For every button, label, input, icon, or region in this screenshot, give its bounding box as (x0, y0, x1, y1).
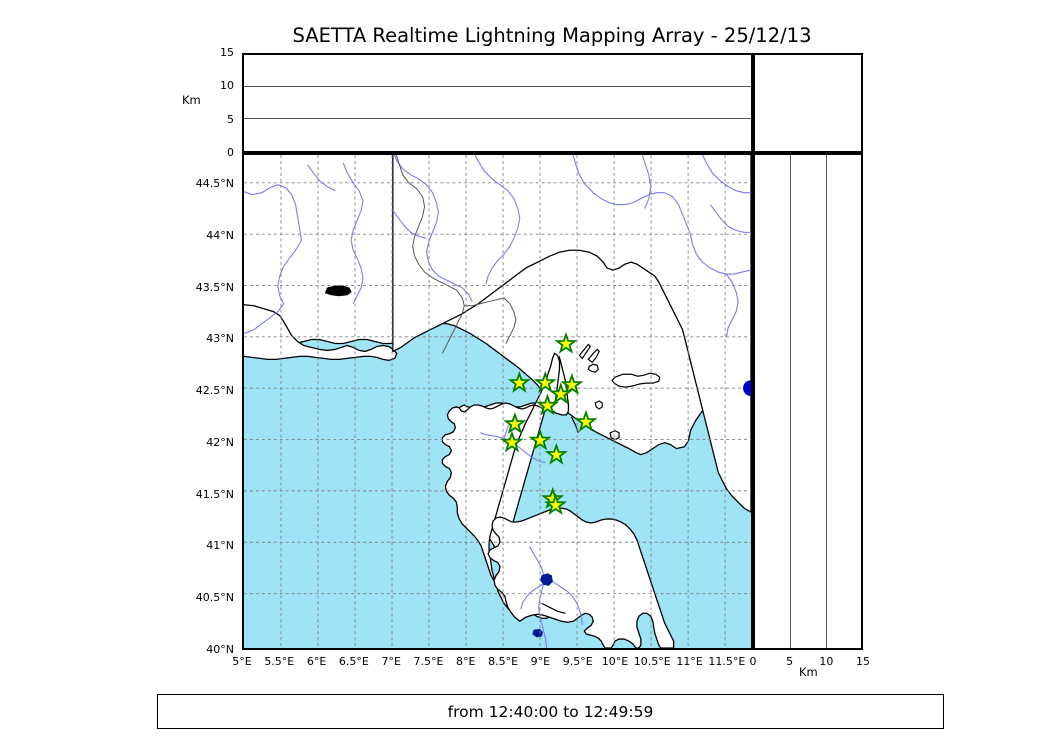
gridline-altitude-5-right (790, 155, 792, 648)
tick-latitude-41: 41°N (206, 539, 234, 553)
lma-station-layer (500, 331, 598, 516)
tick-latitude-41.5: 41.5°N (195, 487, 234, 501)
map-canvas (244, 155, 751, 648)
tick-altitude-bottom-0: 0 (749, 655, 757, 668)
tick-longitude-7: 7°E (381, 655, 401, 668)
panel-altitude-corner[interactable] (753, 53, 863, 153)
lma-station-marker (533, 370, 557, 393)
map-gridlines (244, 155, 751, 648)
tick-longitude-10.5: 10.5°E (633, 655, 671, 668)
lake-berre (324, 285, 352, 297)
island-south-strait (541, 602, 566, 614)
tick-longitude-5: 5°E (232, 655, 252, 668)
tick-altitude-0: 0 (227, 146, 234, 159)
rivers-mainland (244, 155, 751, 338)
panel-latitude-vs-altitude[interactable] (753, 153, 863, 650)
lma-station-marker (500, 430, 524, 453)
tick-longitude-6.5: 6.5°E (338, 655, 369, 668)
island-capraia (587, 363, 599, 373)
lma-station-marker (549, 382, 573, 405)
tick-latitude-40: 40°N (206, 643, 234, 656)
island-small-east (578, 343, 592, 360)
tick-latitude-42.5: 42.5°N (195, 384, 234, 398)
tick-latitude-44: 44°N (206, 228, 234, 242)
coastline-sardinia (487, 507, 675, 648)
tick-longitude-8: 8°E (456, 655, 476, 668)
lightning-source-marker (743, 380, 751, 397)
axis-label-km-bottom: Km (799, 665, 818, 679)
lma-station-marker (574, 409, 598, 432)
tick-longitude-7.5: 7.5°E (413, 655, 444, 668)
lma-station-marker (528, 428, 552, 451)
lma-station-marker (554, 331, 578, 354)
coastline-liguria-italy (392, 155, 751, 513)
tick-latitude-40.5: 40.5°N (195, 591, 234, 605)
tick-latitude-42: 42°N (206, 435, 234, 449)
tick-longitude-8.5: 8.5°E (488, 655, 519, 668)
panel-map[interactable] (242, 153, 753, 650)
tick-longitude-6: 6°E (306, 655, 327, 668)
gridline-altitude-5 (244, 118, 751, 120)
tick-longitude-10: 10°E (601, 655, 629, 668)
panel-altitude-vs-longitude[interactable] (242, 53, 753, 153)
country-borders (395, 155, 517, 354)
lake-sardinia-1 (540, 573, 553, 586)
lightning-source-layer (743, 380, 751, 397)
island-elba (611, 372, 661, 388)
tick-longitude-11: 11°E (676, 655, 703, 668)
tick-altitude-bottom-10: 10 (819, 655, 834, 668)
tick-latitude-43: 43°N (206, 332, 234, 346)
tick-altitude-10: 10 (220, 79, 234, 93)
lma-station-marker (544, 493, 568, 516)
tick-longitude-5.5: 5.5°E (264, 655, 295, 668)
tick-longitude-9: 9°E (530, 655, 551, 668)
island-montecristo (587, 348, 600, 364)
page-title: SAETTA Realtime Lightning Mapping Array … (292, 24, 812, 47)
tick-longitude-9.5: 9.5°E (562, 655, 593, 668)
gridline-altitude-10 (244, 86, 751, 87)
tick-altitude-5: 5 (227, 112, 234, 126)
tick-altitude-bottom-15: 15 (856, 655, 870, 668)
tick-altitude-bottom-5: 5 (786, 655, 794, 668)
tick-latitude-44.5: 44.5°N (195, 177, 234, 191)
status-text: from 12:40:00 to 12:49:59 (447, 702, 654, 721)
island-gorgona (594, 400, 603, 410)
lma-station-marker (535, 393, 560, 416)
tick-longitude-11.5: 11.5°E (708, 655, 746, 668)
lma-station-marker (544, 442, 568, 465)
lma-station-marker (560, 372, 584, 395)
island-pianosa (609, 430, 620, 441)
tick-altitude-15: 15 (220, 46, 234, 59)
axis-label-km-left: Km (182, 93, 201, 107)
gridline-altitude-10-right (825, 155, 827, 648)
status-bar[interactable]: from 12:40:00 to 12:49:59 (157, 694, 944, 729)
lma-station-marker (503, 411, 527, 434)
tick-latitude-43.5: 43.5°N (195, 280, 234, 294)
lma-station-marker (507, 370, 531, 393)
coastline-southern-france (244, 304, 398, 361)
